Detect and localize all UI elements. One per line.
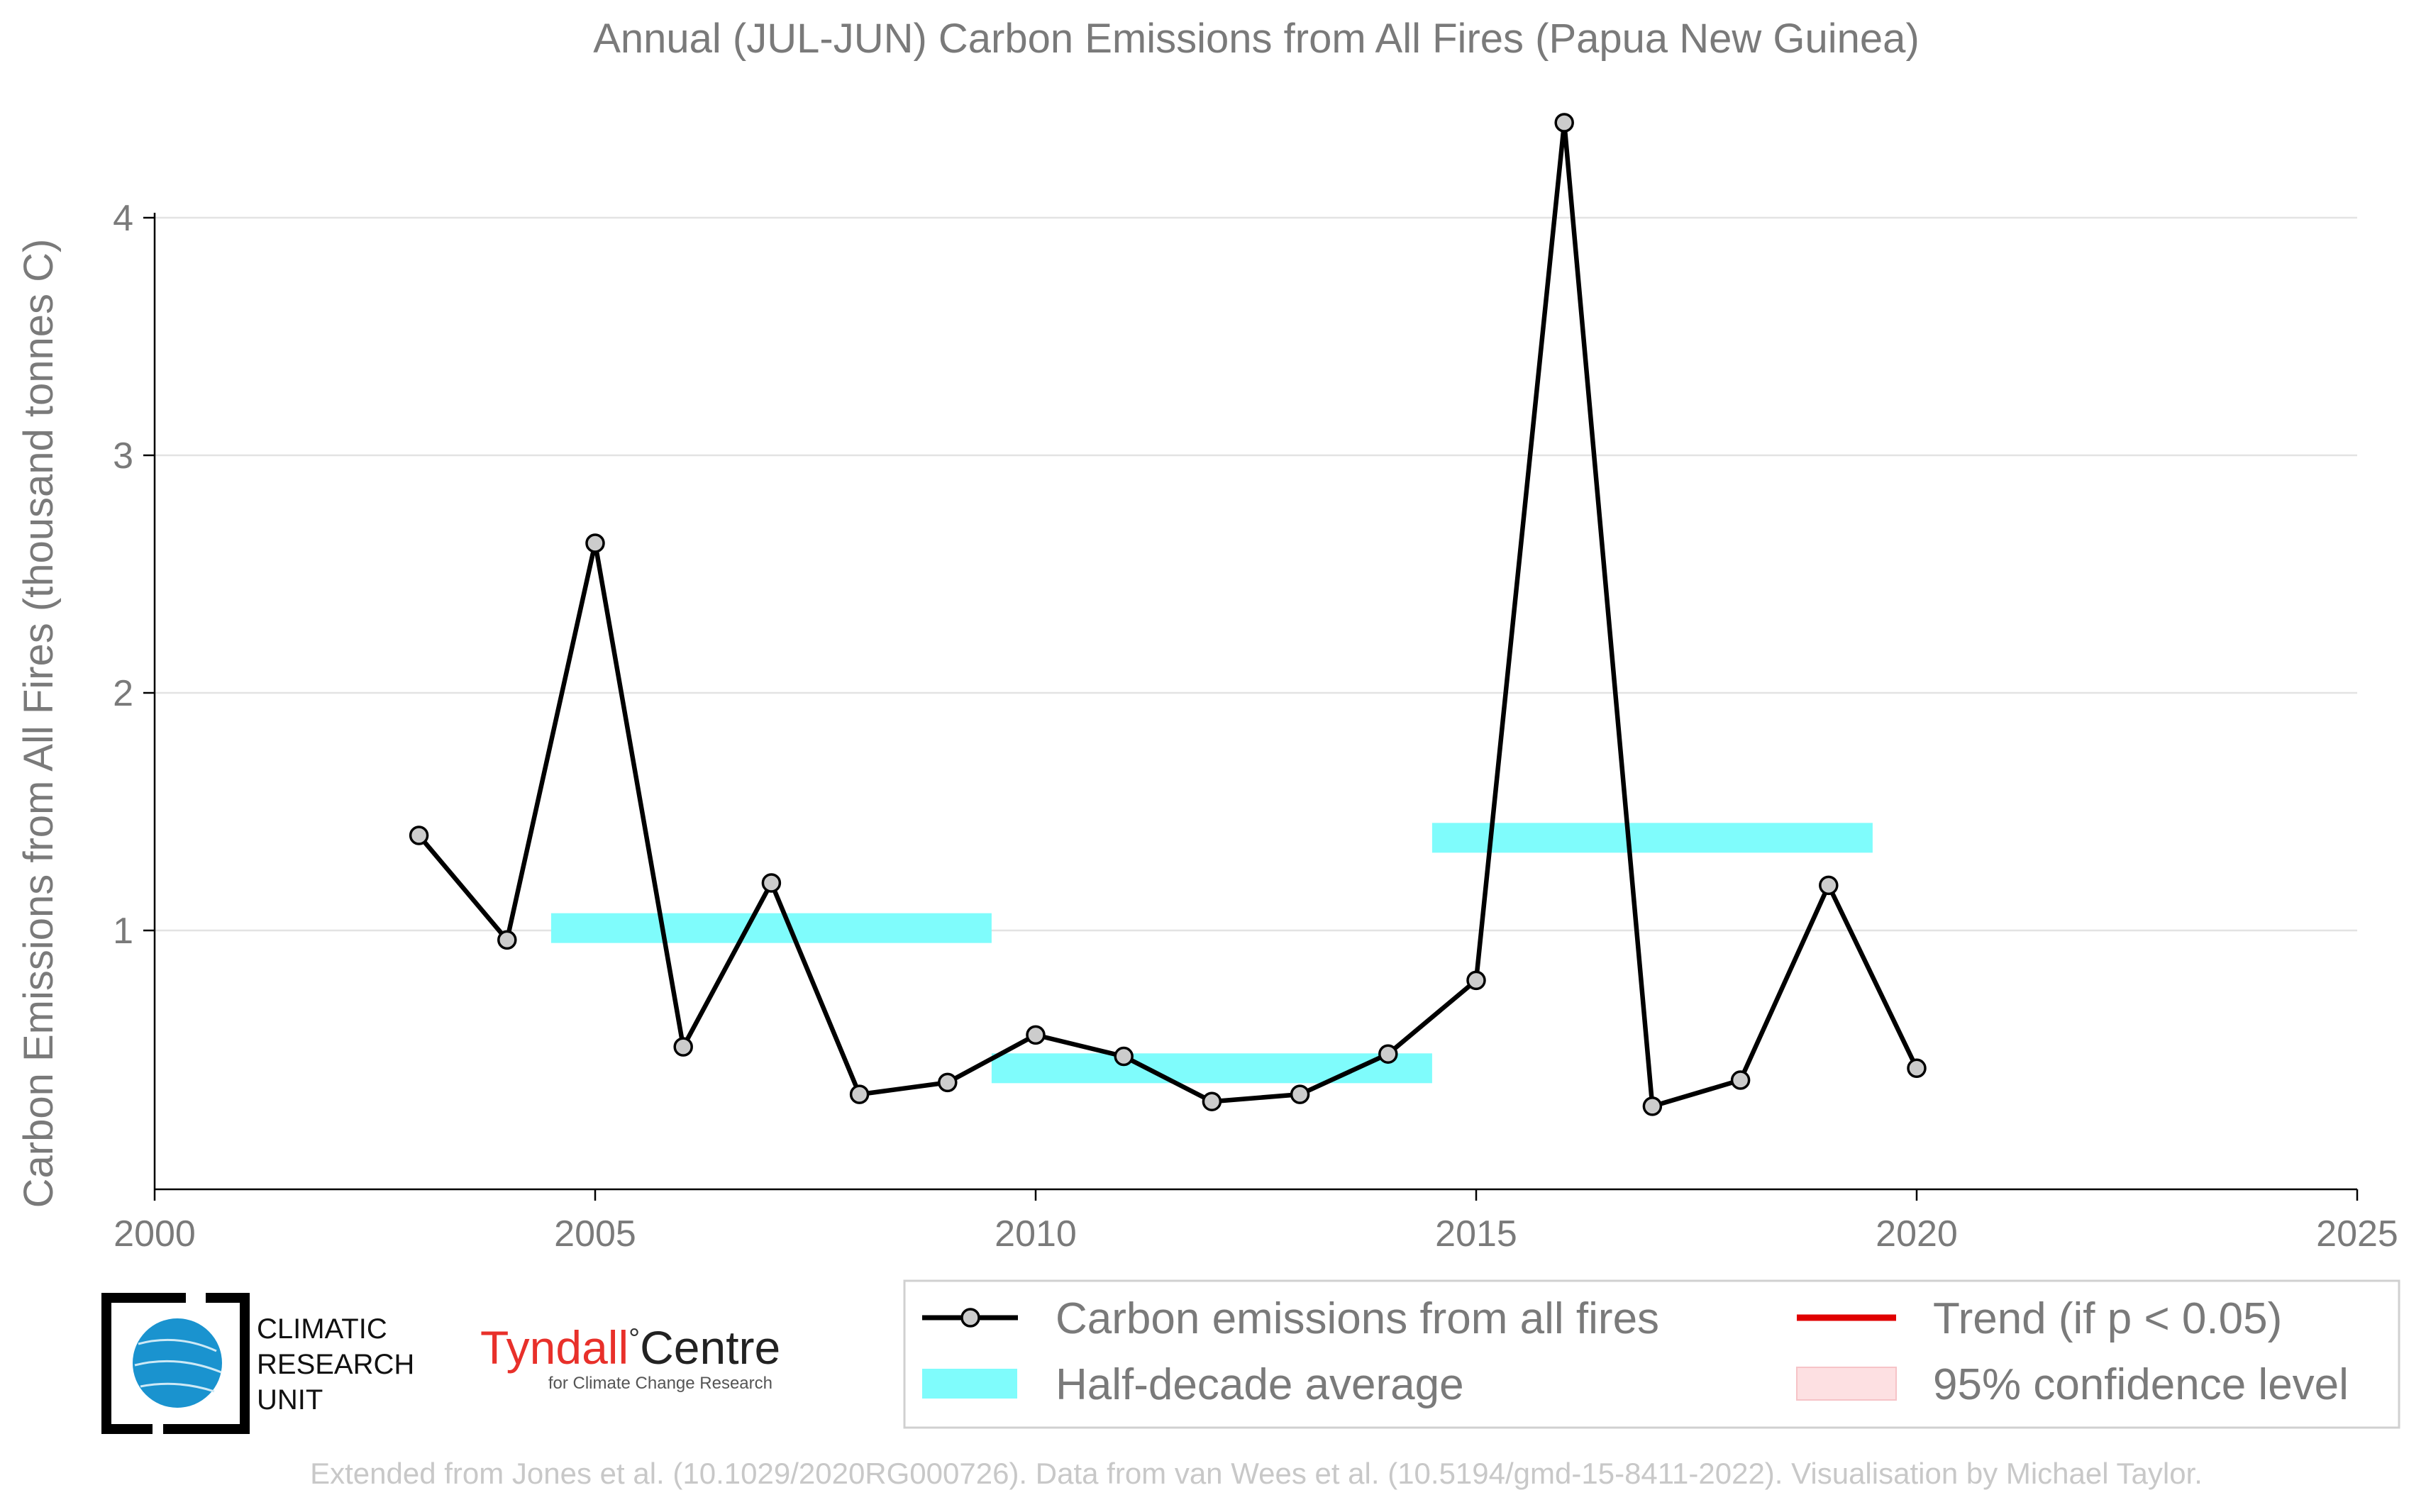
cru-logo-left-bracket bbox=[101, 1293, 186, 1434]
half-decade-band-1 bbox=[550, 913, 992, 943]
cru-logo-line2: RESEARCH bbox=[257, 1349, 414, 1380]
legend-box bbox=[903, 1279, 2400, 1429]
data-point-2006 bbox=[673, 1037, 693, 1057]
x-tick-label: 2020 bbox=[1876, 1213, 1958, 1255]
cru-logo-right-bracket bbox=[163, 1293, 250, 1434]
tyndall-logo-subtitle: for Climate Change Research bbox=[548, 1374, 772, 1393]
legend-confidence-icon bbox=[1796, 1367, 1897, 1401]
chart-title: Annual (JUL-JUN) Carbon Emissions from A… bbox=[593, 16, 1920, 62]
footer-credits: Extended from Jones et al. (10.1029/2020… bbox=[310, 1457, 2203, 1490]
globe-icon-lines bbox=[134, 1338, 222, 1393]
legend-emissions-label: Carbon emissions from all fires bbox=[1056, 1294, 1659, 1343]
emissions-series bbox=[409, 113, 1927, 1116]
y-axis-label: Carbon Emissions from All Fires (thousan… bbox=[16, 239, 62, 1208]
half-decade-band-3 bbox=[1431, 823, 1873, 853]
data-point-2011 bbox=[1114, 1046, 1134, 1067]
legend-half-decade-icon bbox=[922, 1369, 1017, 1399]
tyndall-logo: Tyndall°Centre for Climate Change Resear… bbox=[480, 1321, 780, 1393]
y-tick-label: 1 bbox=[113, 911, 133, 952]
data-point-2012 bbox=[1202, 1091, 1222, 1111]
data-point-2013 bbox=[1290, 1084, 1310, 1104]
cru-logo: CLIMATIC RESEARCH UNIT bbox=[101, 1293, 414, 1434]
data-point-2014 bbox=[1378, 1044, 1398, 1064]
y-tick-label: 4 bbox=[113, 198, 133, 239]
data-point-2019 bbox=[1819, 875, 1839, 896]
cru-logo-line1: CLIMATIC bbox=[257, 1313, 387, 1345]
data-point-2016 bbox=[1554, 113, 1574, 133]
x-tick-label: 2025 bbox=[2316, 1213, 2398, 1255]
x-tick-label: 2005 bbox=[554, 1213, 636, 1255]
half-decade-band-2 bbox=[991, 1053, 1432, 1084]
tyndall-logo-degree: ° bbox=[628, 1323, 640, 1355]
legend-confidence-label: 95% confidence level bbox=[1933, 1360, 2349, 1409]
legend-trend-label: Trend (if p < 0.05) bbox=[1933, 1294, 2282, 1343]
tyndall-logo-main: Tyndall bbox=[480, 1321, 628, 1374]
cru-logo-line3: UNIT bbox=[257, 1384, 323, 1416]
x-tick-label: 2015 bbox=[1435, 1213, 1517, 1255]
axis-ticks: 1 2 3 4 2000 2005 2010 2015 2020 2025 bbox=[113, 198, 2398, 1255]
half-decade-average-bands bbox=[550, 823, 1873, 1084]
y-tick-label: 2 bbox=[113, 673, 133, 714]
y-tick-label: 3 bbox=[113, 435, 133, 477]
tyndall-logo-centre: Centre bbox=[640, 1321, 780, 1374]
tyndall-logo-text: Tyndall°Centre bbox=[480, 1321, 780, 1374]
data-point-2009 bbox=[938, 1072, 958, 1093]
data-point-2018 bbox=[1730, 1070, 1751, 1090]
legend-emissions-marker-icon bbox=[960, 1308, 980, 1328]
data-point-2005 bbox=[585, 533, 605, 553]
data-point-2004 bbox=[497, 930, 517, 950]
legend-half-decade-label: Half-decade average bbox=[1056, 1360, 1464, 1409]
data-point-2017 bbox=[1642, 1096, 1663, 1116]
x-tick-label: 2000 bbox=[113, 1213, 196, 1255]
data-point-2020 bbox=[1907, 1058, 1927, 1079]
data-point-2015 bbox=[1466, 970, 1486, 991]
legend: Carbon emissions from all fires Trend (i… bbox=[903, 1279, 2400, 1429]
data-point-2008 bbox=[849, 1084, 870, 1104]
data-point-2003 bbox=[409, 826, 429, 845]
series-line bbox=[417, 120, 1919, 1109]
data-point-2007 bbox=[761, 873, 782, 893]
gridlines bbox=[155, 216, 2357, 932]
x-tick-label: 2010 bbox=[995, 1213, 1077, 1255]
data-point-2010 bbox=[1026, 1025, 1046, 1045]
